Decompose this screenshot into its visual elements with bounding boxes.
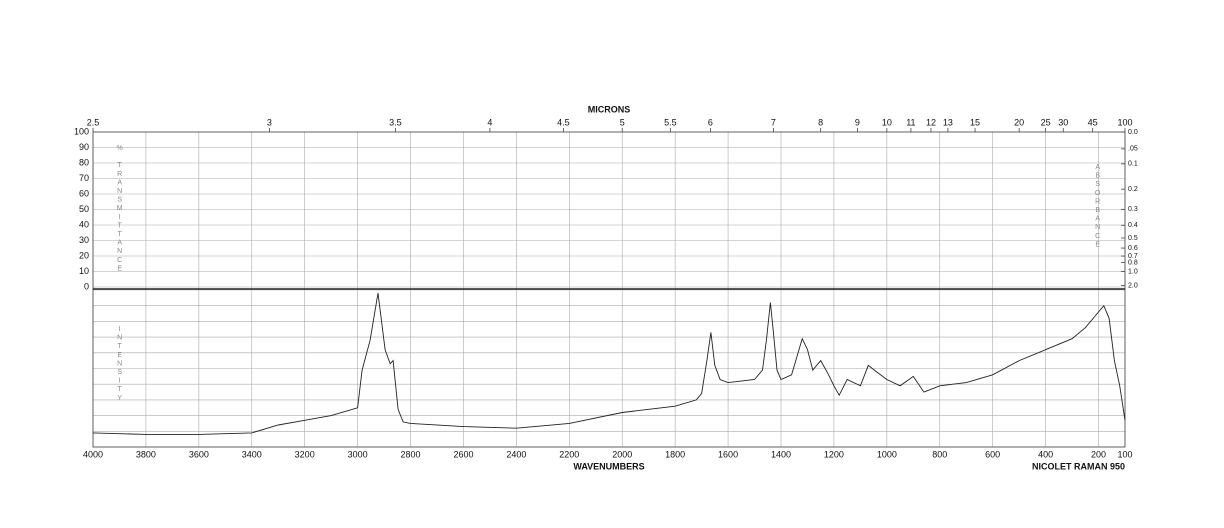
x-tick-label: 600: [985, 449, 1000, 459]
x-tick-label: 3600: [189, 449, 209, 459]
y2-tick-label: 0.5: [1128, 235, 1138, 242]
y-tick-label: 40: [79, 219, 89, 229]
y2-tick-label: 0.8: [1128, 259, 1138, 266]
x-tick-label: 1600: [718, 449, 738, 459]
x2-tick-label: 5: [620, 117, 625, 127]
x2-tick-label: 8: [818, 117, 823, 127]
x-tick-label: 1800: [665, 449, 685, 459]
y2-axis-title: ABSORBANCE: [1094, 164, 1101, 250]
x2-tick-label: 20: [1014, 117, 1024, 127]
x2-tick-label: 13: [943, 117, 953, 127]
x-tick-label: 4000: [83, 449, 103, 459]
y2-tick-label: 0.7: [1128, 253, 1138, 260]
x2-tick-label: 5.5: [664, 117, 677, 127]
y-tick-label: 70: [79, 173, 89, 183]
x-tick-label: 800: [932, 449, 947, 459]
y2-tick-label: 2.0: [1128, 282, 1138, 289]
x2-tick-label: 2.5: [87, 117, 100, 127]
x-tick-label: 3800: [136, 449, 156, 459]
y2-tick-label: 0.2: [1128, 186, 1138, 193]
x2-tick-label: 10: [882, 117, 892, 127]
x2-tick-label: 4.5: [557, 117, 570, 127]
x2-tick-label: 3: [267, 117, 272, 127]
x2-tick-label: 30: [1058, 117, 1068, 127]
x2-tick-label: 4: [487, 117, 492, 127]
x-tick-label: 1200: [824, 449, 844, 459]
y-tick-label: 20: [79, 250, 89, 260]
x-tick-label: 3200: [295, 449, 315, 459]
y2-tick-label: 0.6: [1128, 245, 1138, 252]
x-tick-label: 400: [1038, 449, 1053, 459]
x-tick-label: 2200: [559, 449, 579, 459]
x-tick-label: 1400: [771, 449, 791, 459]
y2-tick-label: 0.3: [1128, 206, 1138, 213]
x-tick-label: 2400: [506, 449, 526, 459]
x2-tick-label: 3.5: [389, 117, 402, 127]
x-tick-label: 2800: [401, 449, 421, 459]
y-axis-title: % TRANSMITTANCE: [116, 145, 123, 274]
y2-tick-label: 1.0: [1128, 268, 1138, 275]
y2-tick-label: 0.1: [1128, 161, 1138, 168]
x-tick-label: 3400: [242, 449, 262, 459]
x-tick-label: 3000: [348, 449, 368, 459]
x-tick-label: 1000: [877, 449, 897, 459]
y-tick-label: 50: [79, 204, 89, 214]
y2-tick-label: 0.4: [1128, 222, 1138, 229]
x2-tick-label: 45: [1088, 117, 1098, 127]
x-tick-label: 2000: [612, 449, 632, 459]
spectrum-line: [92, 293, 1126, 435]
x-tick-label: 100: [1117, 449, 1132, 459]
y2-tick-label: 0.0: [1128, 129, 1138, 136]
x2-tick-label: 9: [855, 117, 860, 127]
x2-tick-label: 15: [970, 117, 980, 127]
y2-tick-label: .05: [1128, 146, 1138, 153]
x2-tick-label: 25: [1041, 117, 1051, 127]
y-tick-label: 0: [84, 281, 89, 291]
x-axis-title: WAVENUMBERS: [573, 461, 644, 471]
x2-tick-label: 11: [906, 117, 915, 127]
x-tick-label: 2600: [453, 449, 473, 459]
series-label: INTENSITY: [116, 326, 123, 403]
x2-tick-label: 100: [1117, 117, 1132, 127]
top-axis-title: MICRONS: [588, 104, 631, 114]
y-tick-label: 10: [79, 266, 89, 276]
x2-tick-label: 12: [926, 117, 936, 127]
y-tick-label: 60: [79, 188, 89, 198]
y-tick-label: 30: [79, 235, 89, 245]
y-tick-label: 90: [79, 142, 89, 152]
y-tick-label: 100: [74, 126, 89, 136]
x2-tick-label: 7: [771, 117, 776, 127]
x-tick-label: 200: [1091, 449, 1106, 459]
x2-tick-label: 6: [708, 117, 713, 127]
y-tick-label: 80: [79, 157, 89, 167]
annotation: NICOLET RAMAN 950: [1032, 461, 1125, 471]
